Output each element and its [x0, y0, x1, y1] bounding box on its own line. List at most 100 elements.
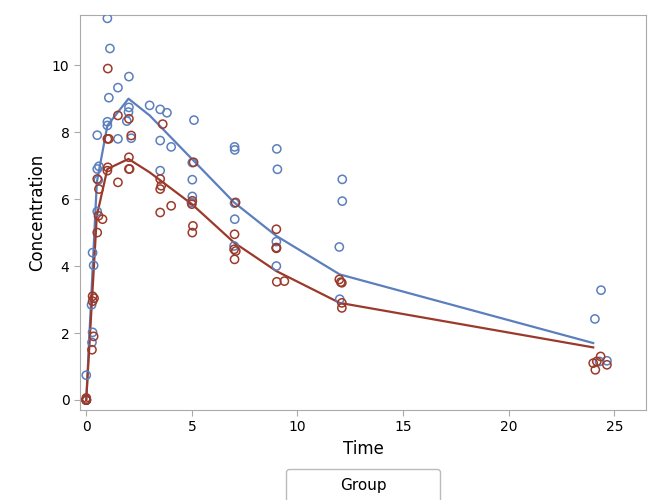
- Point: [103, 135, 114, 143]
- Point: [187, 228, 198, 236]
- Point: [157, 120, 168, 128]
- Point: [155, 166, 166, 174]
- Point: [229, 199, 240, 207]
- Point: [113, 135, 123, 143]
- Point: [81, 396, 92, 404]
- Point: [162, 108, 172, 116]
- Point: [87, 338, 97, 346]
- Point: [103, 64, 113, 72]
- Point: [81, 371, 92, 379]
- Point: [229, 242, 240, 250]
- Point: [156, 182, 166, 190]
- Point: [166, 143, 176, 151]
- Point: [102, 135, 113, 143]
- Point: [589, 315, 600, 323]
- Point: [81, 394, 92, 402]
- Point: [81, 396, 92, 404]
- Point: [594, 358, 605, 366]
- Point: [89, 294, 99, 302]
- Point: [155, 175, 166, 183]
- Point: [188, 158, 199, 166]
- Point: [103, 94, 114, 102]
- Point: [336, 304, 347, 312]
- Point: [125, 165, 135, 173]
- Point: [113, 84, 123, 92]
- Point: [113, 178, 123, 186]
- Point: [186, 198, 196, 206]
- Point: [271, 225, 282, 233]
- Point: [187, 197, 198, 205]
- Point: [92, 208, 103, 216]
- Legend: 1, 2: 1, 2: [286, 469, 440, 500]
- Point: [229, 230, 240, 238]
- Point: [334, 243, 344, 251]
- Point: [89, 332, 99, 340]
- Point: [102, 122, 113, 130]
- Point: [272, 278, 282, 286]
- Point: [336, 299, 347, 307]
- Point: [591, 358, 602, 366]
- X-axis label: Time: Time: [342, 440, 384, 458]
- Point: [87, 292, 98, 300]
- Point: [337, 176, 348, 184]
- Point: [102, 14, 113, 22]
- Point: [187, 158, 198, 166]
- Point: [87, 248, 98, 256]
- Point: [103, 164, 113, 172]
- Point: [92, 175, 103, 183]
- Point: [229, 146, 240, 154]
- Point: [105, 44, 115, 52]
- Point: [113, 112, 123, 120]
- Point: [92, 165, 103, 173]
- Point: [81, 396, 92, 404]
- Point: [271, 244, 282, 252]
- Point: [92, 228, 103, 236]
- Point: [145, 102, 155, 110]
- Point: [126, 132, 137, 140]
- Point: [334, 295, 345, 303]
- Point: [81, 396, 92, 404]
- Point: [155, 106, 166, 114]
- Point: [187, 192, 198, 200]
- Point: [188, 222, 198, 230]
- Point: [271, 244, 282, 252]
- Point: [93, 212, 104, 220]
- Point: [155, 185, 166, 193]
- Point: [588, 359, 599, 367]
- Point: [271, 262, 282, 270]
- Point: [595, 286, 606, 294]
- Point: [81, 396, 92, 404]
- Point: [188, 116, 199, 124]
- Point: [271, 244, 282, 252]
- Point: [123, 108, 134, 116]
- Point: [124, 165, 135, 173]
- Point: [86, 301, 97, 309]
- Point: [229, 256, 240, 264]
- Point: [230, 198, 241, 206]
- Point: [92, 131, 103, 139]
- Point: [126, 134, 137, 142]
- Point: [155, 208, 166, 216]
- Point: [336, 278, 346, 286]
- Point: [102, 166, 113, 174]
- Point: [590, 366, 601, 374]
- Point: [229, 246, 240, 254]
- Point: [102, 118, 113, 126]
- Point: [87, 346, 97, 354]
- Point: [155, 136, 166, 144]
- Point: [595, 352, 606, 360]
- Point: [124, 115, 135, 123]
- Point: [87, 328, 98, 336]
- Point: [229, 215, 240, 223]
- Point: [93, 176, 104, 184]
- Point: [94, 162, 105, 170]
- Point: [334, 276, 344, 283]
- Point: [81, 396, 92, 404]
- Point: [186, 200, 197, 208]
- Point: [121, 117, 132, 125]
- Point: [89, 262, 99, 270]
- Point: [81, 396, 92, 404]
- Point: [601, 357, 612, 365]
- Point: [272, 166, 283, 173]
- Point: [94, 185, 105, 193]
